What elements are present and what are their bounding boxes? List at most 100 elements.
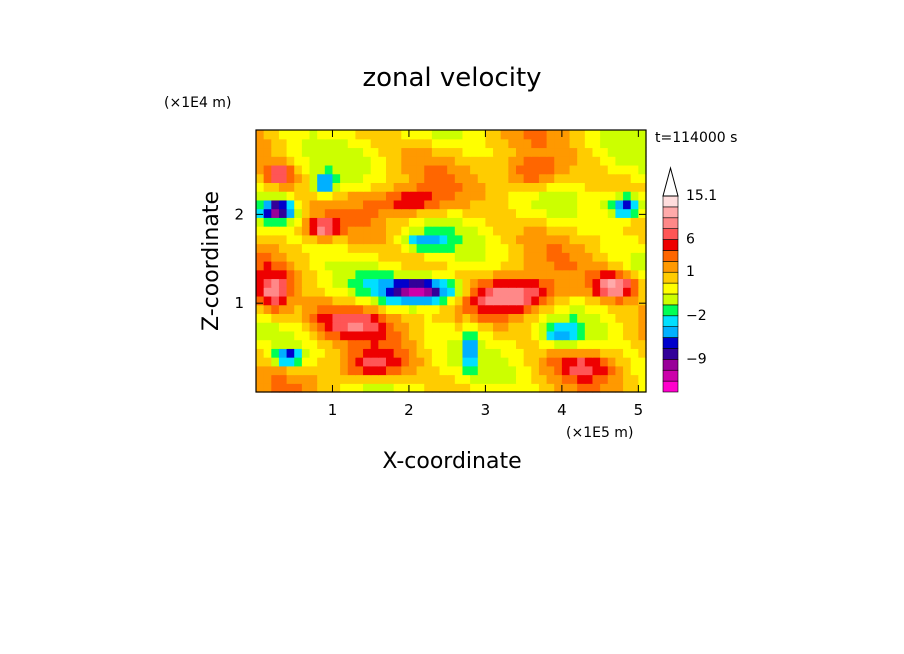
heatmap-cell <box>363 287 372 297</box>
heatmap-cell <box>370 147 379 157</box>
heatmap-cell <box>523 156 532 166</box>
heatmap-cell <box>477 261 487 271</box>
heatmap-cell <box>546 261 555 271</box>
heatmap-cell <box>561 252 571 262</box>
heatmap-cell <box>355 295 364 306</box>
heatmap-cell <box>477 199 487 210</box>
heatmap-cell <box>309 208 318 218</box>
heatmap-cell <box>416 322 425 332</box>
heatmap-cell <box>554 138 563 149</box>
heatmap-cell <box>401 313 410 323</box>
heatmap-cell <box>554 130 563 140</box>
heatmap-cell <box>600 234 609 245</box>
heatmap-cell <box>607 243 617 253</box>
heatmap-cell <box>531 348 540 358</box>
heatmap-cell <box>447 156 456 166</box>
heatmap-cell <box>301 164 311 175</box>
heatmap-cell <box>569 252 578 262</box>
heatmap-cell <box>493 339 502 349</box>
heatmap-cell <box>592 173 601 183</box>
heatmap-cell <box>600 365 609 376</box>
heatmap-cell <box>485 374 494 384</box>
heatmap-cell <box>363 191 372 201</box>
heatmap-cell <box>462 357 471 367</box>
heatmap-cell <box>340 156 349 166</box>
heatmap-cell <box>577 269 586 280</box>
heatmap-cell <box>309 130 318 140</box>
heatmap-cell <box>569 287 578 297</box>
heatmap-cell <box>577 357 586 367</box>
heatmap-cell <box>454 269 464 280</box>
heatmap-cell <box>623 383 632 393</box>
heatmap-cell <box>263 374 272 384</box>
heatmap-cell <box>454 173 464 183</box>
heatmap-cell <box>309 357 318 367</box>
heatmap-cell <box>561 295 571 306</box>
heatmap-cell <box>408 226 418 236</box>
heatmap-cell <box>554 339 563 349</box>
heatmap-cell <box>263 365 272 376</box>
heatmap-cell <box>569 313 578 323</box>
heatmap-cell <box>454 295 464 306</box>
heatmap-cell <box>393 147 402 157</box>
heatmap-cell <box>439 365 448 376</box>
heatmap-cell <box>454 156 464 166</box>
heatmap-cell <box>439 339 448 349</box>
heatmap-cell <box>332 182 341 192</box>
heatmap-cell <box>485 164 494 175</box>
heatmap-cell <box>638 313 647 323</box>
heatmap-cell <box>294 182 303 192</box>
heatmap-cell <box>592 313 601 323</box>
heatmap-cell <box>263 261 272 271</box>
heatmap-cell <box>477 287 487 297</box>
heatmap-cell <box>592 130 601 140</box>
heatmap-cell <box>309 287 318 297</box>
heatmap-cell <box>584 322 594 332</box>
heatmap-cell <box>317 269 326 280</box>
heatmap-cell <box>386 322 395 332</box>
heatmap-cell <box>516 208 525 218</box>
heatmap-cell <box>462 304 471 314</box>
heatmap-cell <box>577 164 586 175</box>
heatmap-cell <box>630 348 639 358</box>
heatmap-cell <box>554 357 563 367</box>
heatmap-cell <box>431 295 441 306</box>
heatmap-cell <box>592 234 601 245</box>
heatmap-cell <box>363 322 372 332</box>
heatmap-cell <box>294 156 303 166</box>
heatmap-cell <box>309 164 318 175</box>
heatmap-cell <box>347 182 357 192</box>
heatmap-cell <box>538 164 548 175</box>
heatmap-cell <box>630 295 639 306</box>
heatmap-cell <box>607 234 617 245</box>
heatmap-cell <box>554 191 563 201</box>
heatmap-cell <box>370 156 379 166</box>
heatmap-cell <box>630 147 639 157</box>
heatmap-cell <box>493 383 502 393</box>
heatmap-cell <box>431 156 441 166</box>
heatmap-cell <box>340 182 349 192</box>
heatmap-cell <box>424 173 433 183</box>
heatmap-cell <box>554 383 563 393</box>
heatmap-cell <box>500 357 509 367</box>
heatmap-cell <box>615 217 624 227</box>
heatmap-cell <box>523 313 532 323</box>
heatmap-cell <box>630 339 639 349</box>
heatmap-cell <box>638 269 647 280</box>
heatmap-cell <box>386 208 395 218</box>
heatmap-cell <box>561 208 571 218</box>
heatmap-cell <box>569 261 578 271</box>
heatmap-cell <box>569 243 578 253</box>
heatmap-cell <box>347 278 357 288</box>
heatmap-cell <box>256 304 265 314</box>
heatmap-cell <box>500 243 509 253</box>
heatmap-cell <box>638 130 647 140</box>
heatmap-cell <box>317 295 326 306</box>
heatmap-cell <box>485 243 494 253</box>
heatmap-cell <box>401 365 410 376</box>
heatmap-cell <box>301 278 311 288</box>
heatmap-cell <box>623 226 632 236</box>
heatmap-cell <box>294 130 303 140</box>
heatmap-cell <box>638 357 647 367</box>
heatmap-cell <box>462 130 471 140</box>
